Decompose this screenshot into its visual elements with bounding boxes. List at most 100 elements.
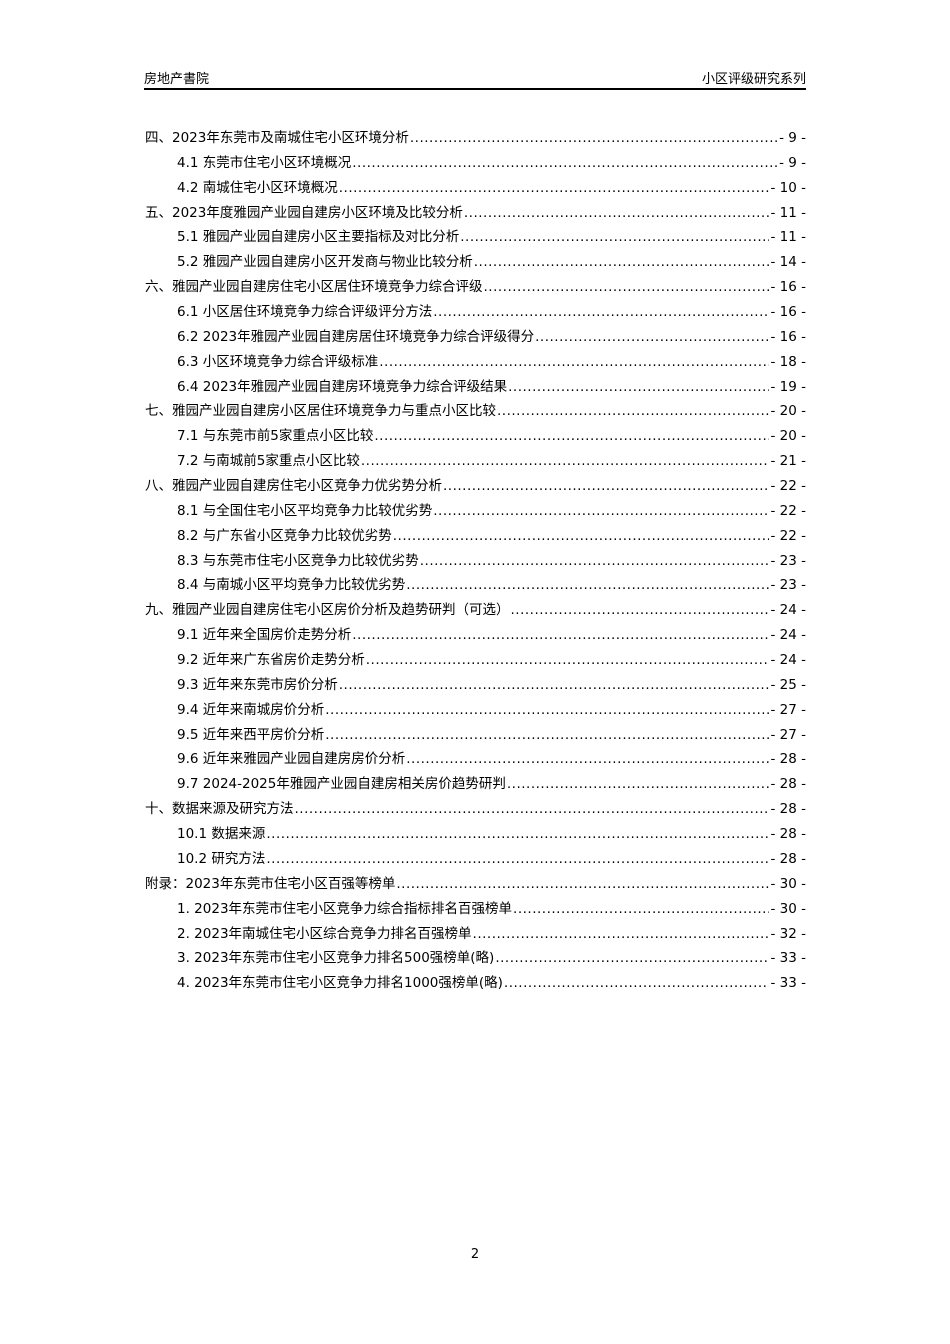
toc-entry[interactable]: 10.1 数据来源 - 28 - bbox=[145, 822, 806, 847]
toc-entry[interactable]: 8.1 与全国住宅小区平均竞争力比较优劣势 - 22 - bbox=[145, 499, 806, 524]
toc-entry-page: - 18 - bbox=[770, 353, 806, 370]
toc-entry-title: 七、雅园产业园自建房小区居住环境竞争力与重点小区比较 bbox=[145, 403, 496, 420]
toc-entry[interactable]: 8.2 与广东省小区竞争力比较优劣势 - 22 - bbox=[145, 524, 806, 549]
toc-entry-page: - 22 - bbox=[770, 527, 806, 544]
toc-leader-dots bbox=[339, 677, 770, 693]
toc-entry-page: - 28 - bbox=[770, 751, 806, 768]
header-left: 房地产書院 bbox=[144, 72, 210, 87]
toc-entry-page: - 11 - bbox=[770, 229, 806, 246]
toc-entry-page: - 32 - bbox=[770, 925, 806, 942]
toc-entry[interactable]: 5.1 雅园产业园自建房小区主要指标及对比分析 - 11 - bbox=[145, 225, 806, 250]
toc-leader-dots bbox=[495, 950, 769, 966]
toc-entry[interactable]: 9.4 近年来南城房价分析 - 27 - bbox=[145, 698, 806, 723]
toc-entry[interactable]: 4.1 东莞市住宅小区环境概况 - 9 - bbox=[145, 151, 806, 176]
toc-entry[interactable]: 4. 2023年东莞市住宅小区竞争力排名1000强榜单(略) - 33 - bbox=[145, 971, 806, 996]
toc-entry-title: 6.3 小区环境竞争力综合评级标准 bbox=[177, 353, 379, 370]
toc-entry-title: 10.2 研究方法 bbox=[177, 850, 266, 867]
toc-entry[interactable]: 3. 2023年东莞市住宅小区竞争力排名500强榜单(略) - 33 - bbox=[145, 946, 806, 971]
toc-entry-title: 5.2 雅园产业园自建房小区开发商与物业比较分析 bbox=[177, 254, 473, 271]
toc-entry[interactable]: 9.7 2024-2025年雅园产业园自建房相关房价趋势研判 - 28 - bbox=[145, 772, 806, 797]
toc-entry-page: - 23 - bbox=[770, 552, 806, 569]
toc-entry[interactable]: 5.2 雅园产业园自建房小区开发商与物业比较分析 - 14 - bbox=[145, 250, 806, 275]
toc-entry-title: 8.4 与南城小区平均竞争力比较优劣势 bbox=[177, 577, 406, 594]
toc-entry[interactable]: 7.2 与南城前5家重点小区比较 - 21 - bbox=[145, 449, 806, 474]
toc-entry[interactable]: 8.4 与南城小区平均竞争力比较优劣势 - 23 - bbox=[145, 573, 806, 598]
toc-leader-dots bbox=[361, 453, 770, 469]
toc-leader-dots bbox=[266, 826, 769, 842]
toc-leader-dots bbox=[374, 428, 769, 444]
toc-leader-dots bbox=[420, 553, 770, 569]
toc-entry-title: 9.4 近年来南城房价分析 bbox=[177, 701, 325, 718]
page-number: 2 bbox=[470, 1247, 480, 1262]
toc-entry-title: 8.1 与全国住宅小区平均竞争力比较优劣势 bbox=[177, 502, 433, 519]
toc-entry[interactable]: 8.3 与东莞市住宅小区竞争力比较优劣势 - 23 - bbox=[145, 549, 806, 574]
toc-entry-title: 八、雅园产业园自建房住宅小区竞争力优劣势分析 bbox=[145, 478, 442, 495]
toc-entry[interactable]: 9.2 近年来广东省房价走势分析 - 24 - bbox=[145, 648, 806, 673]
toc-leader-dots bbox=[508, 379, 769, 395]
toc-leader-dots bbox=[443, 478, 769, 494]
toc-entry-title: 九、雅园产业园自建房住宅小区房价分析及趋势研判（可选） bbox=[145, 602, 510, 619]
toc-leader-dots bbox=[511, 602, 770, 618]
toc-entry-title: 6.4 2023年雅园产业园自建房环境竞争力综合评级结果 bbox=[177, 378, 508, 395]
toc-entry-title: 1. 2023年东莞市住宅小区竞争力综合指标排名百强榜单 bbox=[177, 900, 513, 917]
toc-leader-dots bbox=[497, 403, 769, 419]
toc-entry-page: - 11 - bbox=[770, 204, 806, 221]
table-of-contents: 四、2023年东莞市及南城住宅小区环境分析- 9 -4.1 东莞市住宅小区环境概… bbox=[145, 126, 806, 996]
toc-leader-dots bbox=[266, 851, 769, 867]
toc-entry-title: 5.1 雅园产业园自建房小区主要指标及对比分析 bbox=[177, 229, 460, 246]
toc-leader-dots bbox=[295, 801, 770, 817]
toc-entry-page: - 16 - bbox=[770, 328, 806, 345]
toc-entry-page: - 27 - bbox=[770, 701, 806, 718]
toc-entry-page: - 10 - bbox=[770, 179, 806, 196]
toc-entry[interactable]: 6.4 2023年雅园产业园自建房环境竞争力综合评级结果 - 19 - bbox=[145, 375, 806, 400]
toc-leader-dots bbox=[410, 130, 778, 146]
toc-entry[interactable]: 10.2 研究方法 - 28 - bbox=[145, 847, 806, 872]
toc-entry[interactable]: 2. 2023年南城住宅小区综合竞争力排名百强榜单 - 32 - bbox=[145, 922, 806, 947]
toc-entry[interactable]: 四、2023年东莞市及南城住宅小区环境分析 - 9 - bbox=[145, 126, 806, 151]
toc-entry-title: 8.2 与广东省小区竞争力比较优劣势 bbox=[177, 527, 392, 544]
toc-entry[interactable]: 十、数据来源及研究方法 - 28 - bbox=[145, 797, 806, 822]
toc-entry-page: - 9 - bbox=[779, 154, 806, 171]
toc-entry[interactable]: 八、雅园产业园自建房住宅小区竞争力优劣势分析 - 22 - bbox=[145, 474, 806, 499]
toc-entry-page: - 28 - bbox=[770, 826, 806, 843]
toc-entry[interactable]: 7.1 与东莞市前5家重点小区比较 - 20 - bbox=[145, 424, 806, 449]
toc-entry-title: 4.1 东莞市住宅小区环境概况 bbox=[177, 154, 352, 171]
toc-entry-page: - 19 - bbox=[770, 378, 806, 395]
toc-entry-page: - 28 - bbox=[770, 850, 806, 867]
page-header: 房地产書院 小区评级研究系列 bbox=[144, 66, 806, 90]
toc-entry-page: - 9 - bbox=[779, 130, 806, 146]
toc-entry[interactable]: 9.1 近年来全国房价走势分析 - 24 - bbox=[145, 623, 806, 648]
toc-entry-title: 9.5 近年来西平房价分析 bbox=[177, 726, 325, 743]
toc-entry[interactable]: 6.2 2023年雅园产业园自建房居住环境竞争力综合评级得分 - 16 - bbox=[145, 325, 806, 350]
toc-entry[interactable]: 七、雅园产业园自建房小区居住环境竞争力与重点小区比较 - 20 - bbox=[145, 399, 806, 424]
toc-leader-dots bbox=[396, 876, 769, 892]
toc-entry[interactable]: 6.1 小区居住环境竞争力综合评级评分方法 - 16 - bbox=[145, 300, 806, 325]
toc-entry-title: 6.2 2023年雅园产业园自建房居住环境竞争力综合评级得分 bbox=[177, 328, 535, 345]
toc-entry[interactable]: 9.6 近年来雅园产业园自建房房价分析 - 28 - bbox=[145, 747, 806, 772]
toc-entry-page: - 24 - bbox=[770, 652, 806, 669]
toc-entry-page: - 24 - bbox=[770, 602, 806, 619]
toc-leader-dots bbox=[406, 751, 769, 767]
toc-entry[interactable]: 6.3 小区环境竞争力综合评级标准 - 18 - bbox=[145, 350, 806, 375]
toc-entry[interactable]: 附录：2023年东莞市住宅小区百强等榜单 - 30 - bbox=[145, 872, 806, 897]
toc-entry[interactable]: 1. 2023年东莞市住宅小区竞争力综合指标排名百强榜单 - 30 - bbox=[145, 897, 806, 922]
toc-leader-dots bbox=[366, 652, 770, 668]
toc-entry[interactable]: 9.3 近年来东莞市房价分析 - 25 - bbox=[145, 673, 806, 698]
header-right: 小区评级研究系列 bbox=[701, 72, 806, 87]
toc-leader-dots bbox=[504, 975, 770, 991]
toc-leader-dots bbox=[433, 503, 769, 519]
toc-entry[interactable]: 4.2 南城住宅小区环境概况 - 10 - bbox=[145, 176, 806, 201]
toc-entry-title: 7.1 与东莞市前5家重点小区比较 bbox=[177, 428, 374, 445]
toc-entry-title: 9.2 近年来广东省房价走势分析 bbox=[177, 652, 365, 669]
toc-entry-title: 7.2 与南城前5家重点小区比较 bbox=[177, 453, 360, 470]
toc-leader-dots bbox=[460, 229, 769, 245]
toc-entry[interactable]: 五、2023年度雅园产业园自建房小区环境及比较分析 - 11 - bbox=[145, 201, 806, 226]
toc-entry-title: 6.1 小区居住环境竞争力综合评级评分方法 bbox=[177, 304, 433, 321]
toc-entry-page: - 24 - bbox=[770, 627, 806, 644]
toc-entry-page: - 30 - bbox=[770, 900, 806, 917]
toc-leader-dots bbox=[484, 279, 770, 295]
toc-entry[interactable]: 9.5 近年来西平房价分析 - 27 - bbox=[145, 723, 806, 748]
toc-entry[interactable]: 九、雅园产业园自建房住宅小区房价分析及趋势研判（可选） - 24 - bbox=[145, 598, 806, 623]
toc-entry-title: 五、2023年度雅园产业园自建房小区环境及比较分析 bbox=[145, 204, 463, 221]
toc-entry[interactable]: 六、雅园产业园自建房住宅小区居住环境竞争力综合评级 - 16 - bbox=[145, 275, 806, 300]
